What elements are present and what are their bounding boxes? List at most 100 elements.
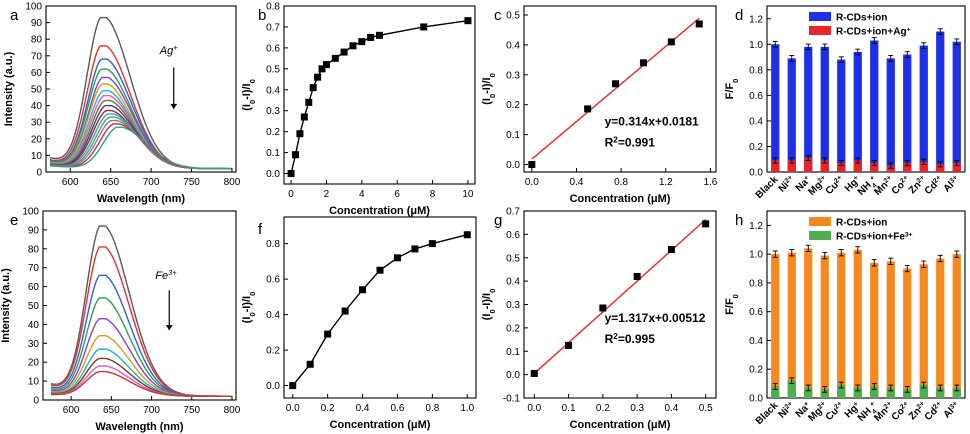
ion-annotation: Ag+ [159,43,178,58]
y-tick-label: 0.6 [749,307,763,318]
data-point [428,240,436,248]
r-squared: R2=0.995 [605,332,656,347]
legend-swatch [809,12,831,21]
r-squared-prefix: R [605,332,614,346]
y-axis-label-part: (I [241,104,253,111]
x-tick-label: 650 [103,405,120,416]
x-axis-label: Wavelength (nm) [95,421,184,433]
bar-quenched [804,157,813,172]
x-tick-label: 0.2 [596,403,610,414]
bar-ion [903,268,912,398]
data-point [411,245,419,253]
x-tick-label: 1.2 [659,177,673,188]
bar-quenched [853,160,862,172]
x-tick-label: 700 [143,177,160,188]
y-tick-label: 0.5 [506,253,520,264]
y-tick-label: 0.3 [506,70,520,81]
x-tick-label: 0.4 [664,403,678,414]
bar-quenched [820,160,829,172]
y-tick-label: 40 [31,101,43,112]
legend-label-part: + [907,26,911,33]
y-tick-label: 0.6 [266,43,280,54]
legend-swatch [809,217,831,226]
y-axis-label-part: 0 [248,100,257,104]
data-point [464,17,472,25]
data-point [359,286,367,294]
x-tick-label: 800 [224,405,241,416]
bar-ion [936,258,945,398]
y-tick-label: 1.2 [749,14,763,25]
category-label: Al3+ [941,400,962,421]
y-tick-label: 0.8 [266,2,280,13]
y-tick-label: 0.5 [266,64,280,75]
x-tick-label: 0.8 [425,403,439,414]
x-tick-label: 650 [102,177,119,188]
y-axis-label-part: 0 [248,312,257,316]
y-axis-label-part: 0 [488,73,497,77]
y-tick-label: 100 [22,207,39,218]
y-axis-label-part: (I [481,98,493,105]
x-axis-label: Concentration (μM) [570,419,671,431]
bar-ion [919,45,928,173]
y-tick-label: 30 [31,118,43,129]
bar-ion [870,262,879,398]
ion-annotation-part: + [173,43,178,52]
x-tick-label: 0.4 [356,403,370,414]
category-label-part: 2+ [932,400,942,410]
category-label-part: 4 [871,408,879,416]
bar-quenched [936,387,945,398]
data-point [420,23,428,31]
bar-quenched [952,387,961,398]
data-point [318,65,326,73]
y-tick-label: 0.6 [749,91,763,102]
x-axis-label: Concentration (μM) [570,193,671,205]
spectrum-line [49,126,232,170]
x-tick-label: 750 [183,405,200,416]
bar-ion [771,254,780,398]
arrow-head-icon [170,103,178,109]
panel-c: c 0.0 0.1 0.2 0.3 0.4 0.5 0.0 0.4 0.8 1.2 1.6 Concen… [481,5,718,205]
bar-quenched [870,163,879,172]
bar-ion [870,40,879,172]
bar-ion [952,41,961,172]
data-line [292,234,468,387]
category-label-part: + [802,174,810,182]
category-label: Ni2+ [776,174,797,195]
data-point [599,304,607,312]
category-label-part: NH [856,180,874,198]
bar-quenched [936,164,945,172]
panel-letter: h [735,212,743,229]
y-tick-label: 0.1 [266,148,280,159]
data-point [349,42,357,50]
ion-annotation-part: 3+ [168,268,177,277]
category-label-part: + [868,400,876,408]
data-point [612,80,620,88]
bar-ion [886,261,895,398]
legend-label-part: R-CDs+ion+Fe [836,232,905,243]
data-point [667,246,675,254]
x-tick-label: 2 [324,189,330,200]
y-tick-label: 50 [31,85,43,96]
plot-frame [766,210,966,399]
panel-letter: c [494,7,502,24]
bar-quenched [919,161,928,172]
x-tick-label: 600 [62,177,79,188]
y-tick-label: 0.0 [749,168,763,179]
legend-swatch [809,26,831,35]
x-tick-label: 800 [224,177,241,188]
data-point [667,38,675,46]
data-line [290,20,468,174]
bar-ion [837,59,846,172]
y-axis-label: (I0-I)/I0 [481,289,497,321]
x-tick-label: 0.3 [630,403,644,414]
y-tick-label: 50 [28,301,40,312]
category-label-part: 2+ [783,400,793,410]
bar-ion [837,252,846,398]
y-axis-label-part: 0 [488,289,497,293]
y-axis-label-part: 0 [248,79,257,83]
plot-frame [283,5,476,185]
y-tick-label: 0.2 [506,100,520,111]
y-tick-label: 80 [31,35,43,46]
